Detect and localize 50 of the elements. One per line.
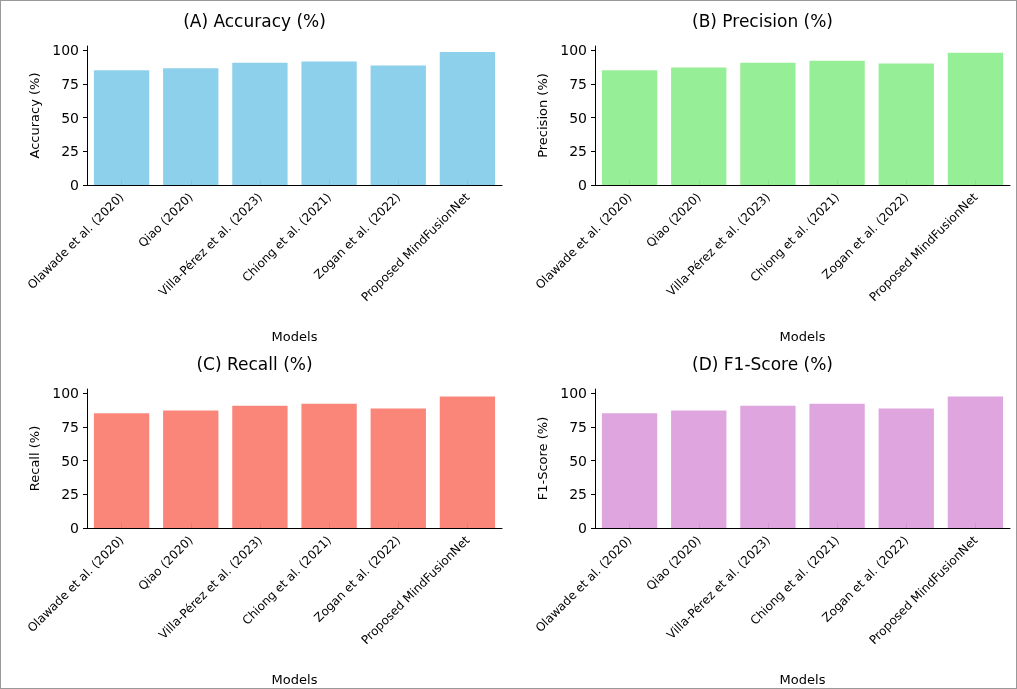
x-axis-title: Models [271,329,318,344]
y-tick-label: 50 [61,452,79,469]
chart-title: (B) Precision (%) [691,10,834,31]
y-tick-label: 25 [569,143,587,160]
bar [93,413,150,528]
bar [301,61,357,185]
y-tick-label: 75 [61,418,79,435]
y-tick-label: 50 [569,452,587,469]
y-tick-label: 25 [61,486,79,503]
chart-title: (A) Accuracy (%) [183,10,326,31]
y-tick-label: 100 [560,385,587,402]
y-tick-label: 100 [560,42,587,59]
x-axis-title: Models [271,672,318,687]
bar [439,52,496,185]
y-tick-label: 50 [61,109,79,126]
y-tick-label: 0 [578,177,587,193]
bar [370,65,426,185]
bar [878,408,934,528]
y-axis-title: F1-Score (%) [535,416,551,501]
bar [301,403,357,528]
y-tick-label: 100 [52,385,79,402]
bar [439,396,496,528]
bar [370,408,426,528]
y-tick-label: 0 [70,520,79,536]
y-tick-label: 50 [569,109,587,126]
chart-title: (C) Recall (%) [196,353,313,374]
bar [232,405,288,528]
y-tick-label: 0 [70,177,79,193]
y-tick-label: 75 [569,418,587,435]
bar [740,405,796,528]
y-tick-label: 25 [61,143,79,160]
bar [809,403,865,528]
chart-title: (D) F1-Score (%) [692,353,833,374]
x-axis-title: Models [779,329,826,344]
bar [163,68,219,185]
y-tick-label: 0 [578,520,587,536]
y-axis-title: Accuracy (%) [27,72,43,159]
y-tick-label: 75 [569,75,587,92]
y-tick-label: 75 [61,75,79,92]
x-axis-title: Models [779,672,826,687]
bar [601,413,658,528]
y-axis-title: Precision (%) [535,73,551,158]
bar [232,62,288,185]
bar [947,396,1004,528]
y-tick-label: 25 [569,486,587,503]
bar [93,70,150,185]
bar [163,410,219,528]
y-tick-label: 100 [52,42,79,59]
bar [671,410,727,528]
y-axis-title: Recall (%) [27,425,43,492]
